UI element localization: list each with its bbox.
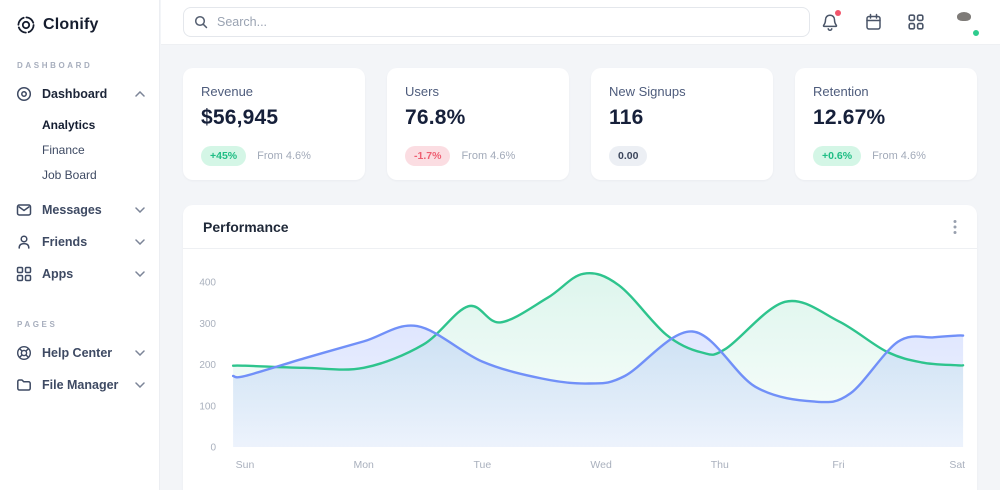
status-badge: +45% <box>201 146 247 166</box>
chevron-down-icon <box>135 271 145 277</box>
notifications-bell-icon[interactable] <box>821 9 841 32</box>
chevron-down-icon <box>135 239 145 245</box>
svg-text:Tue: Tue <box>474 459 492 471</box>
section-label-pages: PAGES <box>17 320 58 329</box>
sidebar-item-label: Friends <box>42 235 88 249</box>
stat-value: 116 <box>609 106 644 129</box>
status-badge: +0.6% <box>813 146 862 166</box>
stat-note: From 4.6% <box>257 150 311 162</box>
performance-chart[interactable]: 0 100 200 300 400 Sun Mon Tue Wed Thu Fri Sat <box>183 249 977 490</box>
sidebar-item-label: Apps <box>42 267 74 281</box>
stat-title: Retention <box>813 84 869 99</box>
sidebar-item-label: Help Center <box>42 346 113 360</box>
stat-card-retention[interactable]: Retention 12.67% +0.6% From 4.6% <box>795 68 977 180</box>
sidebar-item-label: File Manager <box>42 378 119 392</box>
folder-icon <box>16 377 32 393</box>
sidebar-item-analytics[interactable]: Analytics <box>42 118 96 132</box>
chevron-down-icon <box>135 382 145 388</box>
user-icon <box>16 234 32 250</box>
svg-text:100: 100 <box>199 401 216 412</box>
svg-text:Mon: Mon <box>353 459 374 471</box>
chevron-down-icon <box>135 350 145 356</box>
sidebar-item-apps[interactable]: Apps <box>0 258 159 290</box>
topbar-icons <box>821 8 1000 37</box>
sidebar-nav: Dashboard Analytics Finance Job Board Me… <box>0 78 159 290</box>
sidebar-item-label: Messages <box>42 203 102 217</box>
apps-launcher-icon[interactable] <box>908 14 924 30</box>
performance-card: Performance 0 100 200 300 400 Sun Mon Tue Wed Thu… <box>183 205 977 490</box>
kebab-menu-icon[interactable] <box>951 217 959 237</box>
sidebar-item-job-board[interactable]: Job Board <box>42 168 97 182</box>
sidebar-item-finance[interactable]: Finance <box>42 143 85 157</box>
sidebar-item-friends[interactable]: Friends <box>0 226 159 258</box>
svg-text:Sat: Sat <box>949 459 965 471</box>
dashboard-sub-list: Analytics Finance Job Board <box>0 110 159 194</box>
stat-card-users[interactable]: Users 76.8% -1.7% From 4.6% <box>387 68 569 180</box>
sidebar-nav-pages: Help Center File Manager <box>0 337 159 401</box>
online-status-dot <box>972 29 980 37</box>
stat-value: 76.8% <box>405 106 466 129</box>
notification-dot <box>835 9 841 16</box>
sidebar-item-help-center[interactable]: Help Center <box>0 337 159 369</box>
status-badge: -1.7% <box>405 146 451 166</box>
chart-body: 0 100 200 300 400 Sun Mon Tue Wed Thu Fri Sat <box>183 249 977 490</box>
svg-text:200: 200 <box>199 360 216 371</box>
user-avatar[interactable] <box>950 8 980 37</box>
stat-card-revenue[interactable]: Revenue $56,945 +45% From 4.6% <box>183 68 365 180</box>
stat-title: Users <box>405 84 439 99</box>
search-box <box>183 7 810 37</box>
stat-value: $56,945 <box>201 106 279 129</box>
lifebuoy-icon <box>16 345 32 361</box>
chevron-up-icon <box>135 91 145 97</box>
search-input[interactable] <box>183 7 810 37</box>
page-title: Performance <box>203 219 289 235</box>
logo[interactable]: Clonify <box>0 0 159 35</box>
svg-text:Thu: Thu <box>711 459 729 471</box>
sidebar-item-dashboard[interactable]: Dashboard <box>0 78 159 110</box>
stat-cards-row: Revenue $56,945 +45% From 4.6% Users 76.… <box>183 68 977 180</box>
chevron-down-icon <box>135 207 145 213</box>
dashboard-icon <box>16 86 32 102</box>
clonify-logo-icon <box>16 15 36 35</box>
svg-text:300: 300 <box>199 319 216 330</box>
stat-title: Revenue <box>201 84 254 99</box>
section-label-dashboard: DASHBOARD <box>17 61 93 70</box>
stat-card-new-signups[interactable]: New Signups 116 0.00 <box>591 68 773 180</box>
sidebar-item-label: Dashboard <box>42 87 108 101</box>
main-content: Revenue $56,945 +45% From 4.6% Users 76.… <box>161 46 1000 490</box>
calendar-icon[interactable] <box>865 13 882 31</box>
sidebar: Clonify DASHBOARD Dashboard Analytics Fi… <box>0 0 160 490</box>
performance-card-header: Performance <box>183 205 977 249</box>
search-icon <box>194 15 208 34</box>
stat-title: New Signups <box>609 84 686 99</box>
stat-note: From 4.6% <box>872 150 926 162</box>
sidebar-item-file-manager[interactable]: File Manager <box>0 369 159 401</box>
status-badge: 0.00 <box>609 146 648 166</box>
svg-text:Fri: Fri <box>832 459 844 471</box>
stat-note: From 4.6% <box>461 150 516 162</box>
svg-text:Wed: Wed <box>590 459 612 471</box>
apps-grid-icon <box>16 266 32 282</box>
svg-text:0: 0 <box>210 443 216 454</box>
sidebar-item-messages[interactable]: Messages <box>0 194 159 226</box>
topbar <box>161 0 1000 45</box>
svg-text:Sun: Sun <box>236 459 255 471</box>
logo-text: Clonify <box>43 16 99 33</box>
svg-text:400: 400 <box>199 278 216 289</box>
stat-value: 12.67% <box>813 106 886 129</box>
mail-icon <box>16 202 32 218</box>
